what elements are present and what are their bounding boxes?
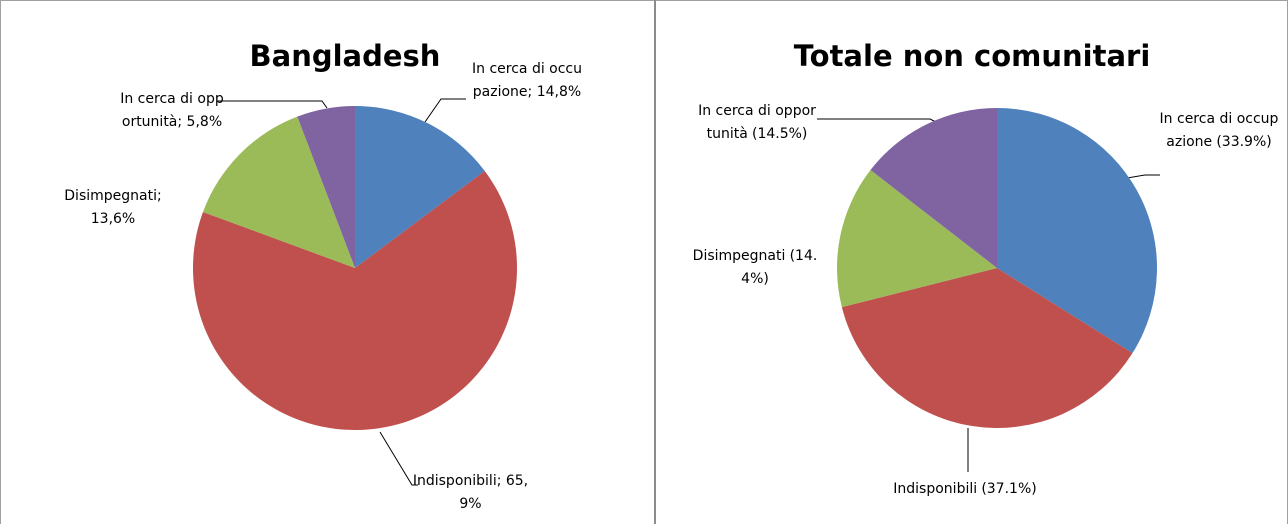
- value-label: (14.5%): [751, 126, 808, 142]
- leader-line: [817, 118, 937, 123]
- category-name: Indisponibili: [412, 473, 497, 489]
- slice-label: Disimpegnati (14.4%): [690, 245, 820, 291]
- chart-title: Bangladesh: [250, 39, 441, 73]
- value-label: (37.1%): [981, 481, 1037, 497]
- value-label: ; 65,9%: [459, 473, 529, 512]
- pie-slice: [297, 106, 355, 268]
- pie-slice: [997, 108, 1157, 354]
- category-name: In cerca di opportunità: [698, 103, 816, 142]
- category-name: In cerca di occupazione: [1159, 111, 1279, 150]
- slice-label: In cerca di occupazione; 14,8%: [468, 58, 586, 104]
- leader-line: [379, 431, 418, 486]
- category-name: Indisponibili: [893, 481, 978, 497]
- pie-slice: [355, 106, 485, 268]
- slice-label: In cerca di opportunità (14.5%): [696, 100, 818, 146]
- pie-slice: [870, 108, 997, 268]
- value-label: ; 13,6%: [90, 188, 162, 227]
- category-name: Disimpegnati: [692, 248, 786, 264]
- pie-slice: [836, 170, 997, 308]
- value-label: (33.9%): [1216, 134, 1272, 150]
- slice-label: In cerca di opportunità; 5,8%: [116, 88, 228, 134]
- slice-label: In cerca di occupazione (33.9%): [1158, 108, 1280, 154]
- slice-label: Indisponibili (37.1%): [885, 478, 1045, 501]
- leader-line: [424, 98, 466, 123]
- chart-title: Totale non comunitari: [794, 39, 1151, 73]
- pie-slice: [202, 116, 355, 268]
- pie-slice: [841, 268, 1133, 428]
- slice-label: Disimpegnati; 13,6%: [58, 185, 168, 231]
- category-name: In cerca di occupazione: [472, 61, 582, 100]
- value-label: ; 14,8%: [527, 84, 582, 100]
- value-label: ; 5,8%: [177, 114, 223, 130]
- category-name: In cerca di opportunità: [120, 91, 224, 130]
- value-label: (14.4%): [741, 248, 818, 287]
- leader-line: [218, 100, 328, 109]
- pie-slice: [193, 171, 518, 430]
- slice-label: Indisponibili; 65,9%: [408, 470, 533, 516]
- category-name: Disimpegnati: [64, 188, 157, 204]
